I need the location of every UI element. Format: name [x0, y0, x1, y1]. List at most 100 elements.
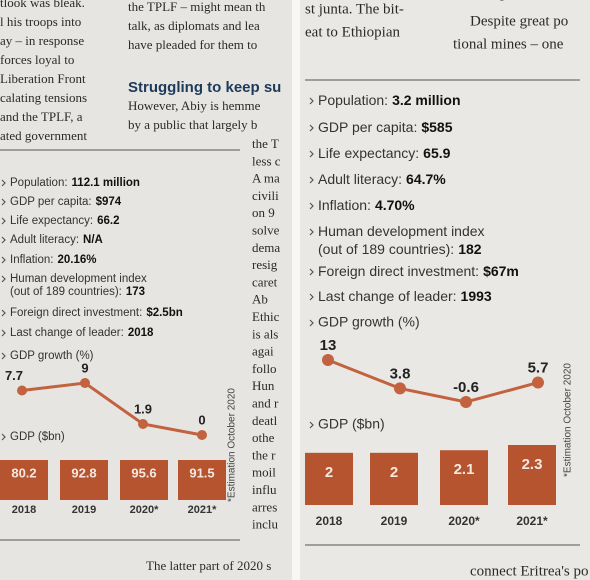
- gdp-bar: [120, 460, 168, 500]
- chart-title: GDP growth (%): [10, 350, 94, 362]
- chevron: [309, 202, 314, 210]
- year-label: 2018: [316, 514, 343, 528]
- stat-value: 66.2: [97, 215, 119, 227]
- year-label: 2019: [381, 514, 408, 528]
- stat: Last change of leader: 1993: [318, 288, 492, 304]
- gdp-label: 2: [390, 464, 398, 481]
- stat-label: Population:: [10, 177, 68, 189]
- article-line: deatl: [252, 413, 278, 428]
- stat: Adult literacy: N/A: [10, 234, 103, 246]
- chevron: [1, 433, 6, 441]
- article-line: agai: [252, 344, 274, 359]
- growth-line: [327, 358, 539, 404]
- stat-label: Life expectancy:: [10, 215, 93, 227]
- gdp-label: 2.3: [522, 456, 543, 473]
- stat-label: Population:: [318, 92, 388, 108]
- article-line: and r: [252, 395, 279, 410]
- chevron: [309, 150, 314, 158]
- article-line: caret: [252, 274, 278, 289]
- stat-sublabel: (out of 189 countries):: [318, 241, 454, 257]
- chevron: [1, 309, 6, 317]
- stat: Human development index: [318, 223, 485, 239]
- stat-value: $585: [421, 119, 452, 135]
- article-line: The latter part of 2020 s: [146, 558, 271, 573]
- article-line: the T: [252, 136, 279, 151]
- article-line: inclu: [252, 517, 278, 532]
- chevron: [1, 352, 6, 360]
- growth-label: 7.7: [5, 368, 23, 383]
- gdp-bar: [60, 460, 108, 500]
- article-line: resig: [252, 257, 278, 272]
- gdp-bar: [508, 445, 556, 505]
- chevron: [309, 228, 314, 236]
- stat: Last change of leader: 2018: [10, 327, 154, 339]
- gdp-bar: [305, 452, 353, 505]
- gap: [292, 0, 300, 580]
- gdp-bar: [440, 450, 488, 505]
- growth-label: 5.7: [528, 360, 549, 377]
- year-label: 2020*: [448, 514, 480, 528]
- article-line: and the TPLF, a: [0, 109, 83, 124]
- gdp-bar: [0, 460, 48, 500]
- stat: Adult literacy: 64.7%: [318, 171, 446, 187]
- growth-label: 13: [320, 337, 337, 354]
- gdp-label: 80.2: [11, 465, 36, 480]
- stat-value: $974: [96, 196, 122, 208]
- growth-label: -0.6: [453, 379, 479, 396]
- stat: Life expectancy: 66.2: [10, 215, 120, 227]
- growth-point: [322, 354, 334, 366]
- chevron: [1, 217, 6, 225]
- article-line: st junta. The bit-: [305, 1, 404, 17]
- article-line: ay – in response: [0, 33, 84, 48]
- article-line: tional mines – one: [453, 36, 564, 52]
- article-line: A ma: [252, 171, 280, 186]
- stat-value: 2018: [128, 327, 154, 339]
- article-line: the r: [252, 447, 276, 462]
- stat: GDP per capita: $585: [318, 119, 453, 135]
- stat-value: 4.70%: [375, 197, 415, 213]
- chevron: [309, 293, 314, 301]
- chevron: [1, 329, 6, 337]
- article-line: dema: [252, 240, 280, 255]
- chevron: [1, 236, 6, 244]
- chevron: [1, 256, 6, 264]
- article-line: Ethic: [252, 309, 280, 324]
- stat: (out of 189 countries): 182: [318, 241, 482, 257]
- stat-label: Adult literacy:: [318, 171, 402, 187]
- article-line: influ: [252, 482, 277, 497]
- article-line: arres: [252, 499, 277, 514]
- growth-point: [394, 382, 406, 395]
- article-line: connect Eritrea's po: [470, 563, 588, 579]
- chevron: [309, 319, 314, 327]
- article-line: talk, as diplomats and lea: [128, 18, 260, 33]
- article-line: Despite great po: [470, 13, 568, 29]
- article-line: eat to Ethiopian: [305, 24, 400, 40]
- stat: Life expectancy: 65.9: [318, 145, 451, 161]
- article-line: tlook was bleak.: [0, 0, 85, 10]
- article-line: less c: [252, 153, 281, 168]
- stat-sublabel: (out of 189 countries):: [10, 286, 122, 298]
- article-line: solve: [252, 222, 280, 237]
- chevron: [1, 179, 6, 187]
- year-label: 2018: [12, 504, 36, 516]
- article-line: moil: [252, 465, 276, 480]
- stat-value: 65.9: [423, 145, 450, 161]
- growth-point: [80, 378, 90, 388]
- year-label: 2019: [72, 504, 96, 516]
- stat: Foreign direct investment: $67m: [318, 263, 519, 279]
- article-line: civili: [252, 188, 279, 203]
- growth-point: [17, 385, 27, 396]
- chevron: [309, 176, 314, 184]
- article-line: prices of basic: [500, 0, 587, 1]
- article-line: Liberation Front: [0, 71, 86, 86]
- stat-value: $2.5bn: [146, 307, 182, 319]
- article-line: Ab: [252, 292, 268, 307]
- stat: Inflation: 20.16%: [10, 254, 97, 266]
- stat: Foreign direct investment: $2.5bn: [10, 307, 183, 319]
- growth-label: 1.9: [134, 401, 152, 416]
- chevron: [309, 97, 314, 105]
- article-line: have pleaded for them to: [128, 37, 257, 52]
- growth-label: 3.8: [390, 365, 411, 382]
- stat: Population: 112.1 million: [10, 177, 140, 189]
- article-line: However, Abiy is hemme: [128, 98, 261, 113]
